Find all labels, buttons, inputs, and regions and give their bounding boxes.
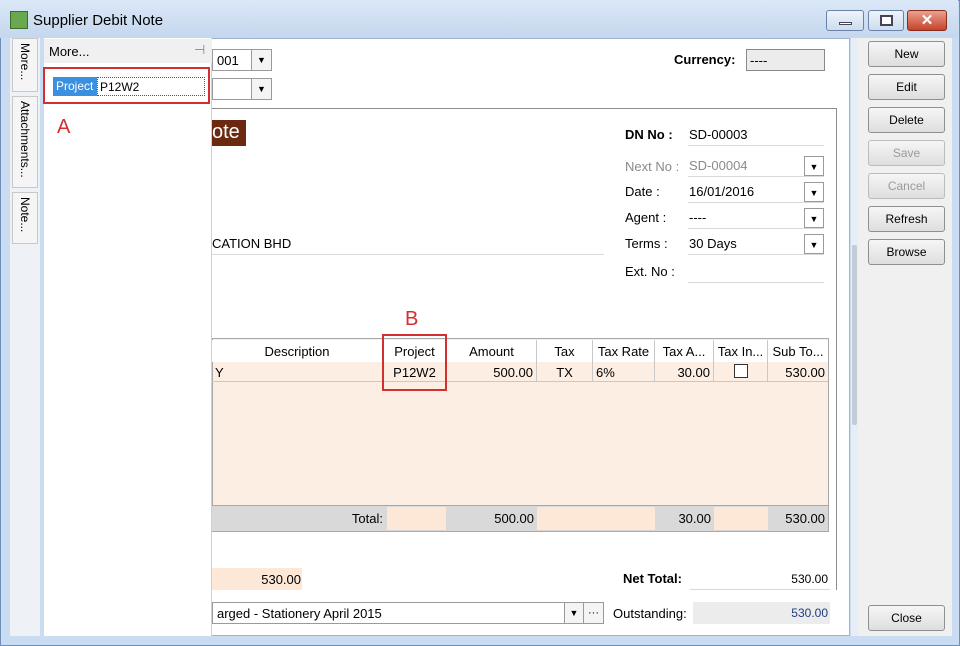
button-panel <box>858 38 952 636</box>
field-value[interactable]: 30 Days <box>688 233 824 255</box>
dropdown-arrow[interactable]: ▼ <box>804 208 824 228</box>
field-value: SD-00004 <box>688 155 824 177</box>
cell-description: Y <box>212 362 383 382</box>
item-grid <box>212 338 829 532</box>
scrollbar-thumb <box>852 245 857 425</box>
total-cell <box>714 507 768 530</box>
dropdown-arrow: ▼ <box>564 603 584 623</box>
project-label: Project <box>53 77 97 96</box>
column-header[interactable]: Description <box>212 340 383 362</box>
total-amount: 500.00 <box>494 511 534 526</box>
close-window-button[interactable]: ✕ <box>907 10 947 31</box>
more-panel-title: More... <box>49 44 90 59</box>
field-label: DN No : <box>625 127 673 142</box>
field-label: Ext. No : <box>625 264 675 279</box>
column-header[interactable]: Tax Rate <box>593 340 655 362</box>
net-total: 530.00 <box>690 568 830 590</box>
side-tab[interactable]: Note... <box>12 192 38 244</box>
local-amount: 530.00 <box>212 568 302 590</box>
cell-amount: 500.00 <box>447 362 537 382</box>
delete-button[interactable]: Delete <box>868 107 945 133</box>
window-title: Supplier Debit Note <box>33 12 164 29</box>
outstanding: 530.00 <box>693 602 830 624</box>
annotation: B <box>405 308 419 330</box>
field-label: Terms : <box>625 236 668 251</box>
field-value[interactable] <box>688 261 824 283</box>
field-label: Date : <box>625 184 660 199</box>
form-border <box>212 108 837 109</box>
refresh-button[interactable]: Refresh <box>868 206 945 232</box>
annotation: A <box>57 116 71 138</box>
grid-row[interactable] <box>212 362 828 382</box>
cell-tax-inclusive <box>714 362 768 382</box>
close-button[interactable]: Close <box>868 605 945 631</box>
edit-button[interactable]: Edit <box>868 74 945 100</box>
doc-title-banner: ote <box>212 120 246 146</box>
net-total-label: Net Total: <box>623 571 682 586</box>
description: arged - Stationery April 2015 <box>217 606 382 621</box>
save-button[interactable]: Save <box>868 140 945 166</box>
total-tax-amount: 30.00 <box>678 511 711 526</box>
cancel-button[interactable]: Cancel <box>868 173 945 199</box>
supplier-dropdown[interactable]: ▼ <box>212 78 272 100</box>
field-value: SD-00003 <box>688 124 824 146</box>
title-bar <box>0 0 958 38</box>
column-header[interactable]: Tax <box>537 340 593 362</box>
column-header[interactable]: Sub To... <box>768 340 828 362</box>
supplier-code: 001 <box>217 53 239 68</box>
cell-sub-total: 530.00 <box>785 365 825 380</box>
dropdown-arrow[interactable]: ▼ <box>804 234 824 254</box>
currency-label: Currency: <box>674 52 736 67</box>
currency-value: ---- <box>746 49 825 71</box>
field-label: Agent : <box>625 210 667 225</box>
browse-button[interactable]: Browse <box>868 239 945 265</box>
form-border <box>836 108 837 590</box>
field-value[interactable]: ---- <box>688 207 824 229</box>
dropdown-arrow: ▼ <box>251 50 271 70</box>
maximize-button[interactable] <box>868 10 904 31</box>
more-panel <box>44 38 212 636</box>
supplier-code-dropdown[interactable]: 001 ▼ <box>212 49 272 71</box>
column-header[interactable]: Tax A... <box>655 340 714 362</box>
minimize-button[interactable] <box>826 10 864 31</box>
new-button[interactable]: New <box>868 41 945 67</box>
field-label: Next No : <box>625 159 680 174</box>
outstanding-label: Outstanding: <box>613 606 687 621</box>
column-header[interactable]: Tax In... <box>714 340 768 362</box>
column-header[interactable]: Amount <box>447 340 537 362</box>
cell-tax: TX <box>537 362 593 382</box>
side-tab[interactable]: More... <box>12 38 38 92</box>
supplier-name: CATION BHD <box>212 236 604 255</box>
dropdown-arrow: ▼ <box>251 79 271 99</box>
pin-icon[interactable]: ⊣ <box>194 42 206 57</box>
cell-tax-amount: 30.00 <box>655 362 714 382</box>
total-cell <box>387 507 446 530</box>
column-header[interactable]: Project <box>383 340 447 362</box>
dropdown-arrow[interactable]: ▼ <box>804 182 824 202</box>
checkbox[interactable] <box>734 364 748 378</box>
total-cell <box>537 507 655 530</box>
highlight-box <box>382 334 447 391</box>
app-icon <box>10 11 28 29</box>
ellipsis-button[interactable]: ··· <box>583 603 603 623</box>
project-input[interactable]: P12W2 <box>97 77 205 96</box>
cell-tax-rate: 6% <box>593 362 655 382</box>
side-tab[interactable]: Attachments... <box>12 96 38 188</box>
total-label: Total: <box>351 511 383 526</box>
dropdown-arrow[interactable]: ▼ <box>804 156 824 176</box>
field-value[interactable]: 16/01/2016 <box>688 181 824 203</box>
highlight-box <box>43 67 210 104</box>
more-panel-header: More... ⊣ <box>44 39 212 63</box>
description-dropdown[interactable]: arged - Stationery April 2015 ▼ ··· <box>212 602 604 624</box>
total-sub-total: 530.00 <box>785 511 825 526</box>
